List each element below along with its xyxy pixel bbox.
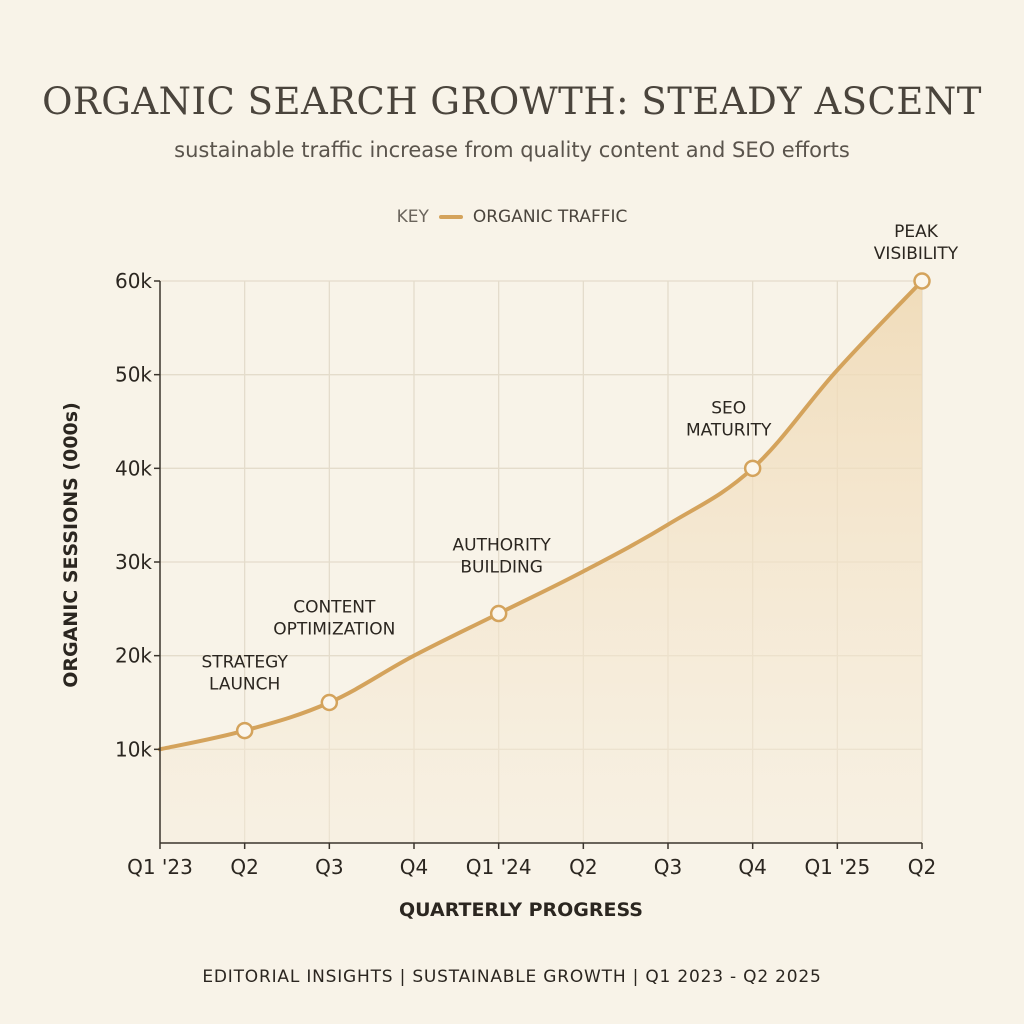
series-line [158, 279, 924, 752]
annotation-label: CONTENT OPTIMIZATION [273, 598, 395, 640]
chart-subtitle: sustainable traffic increase from qualit… [174, 138, 850, 162]
y-tick-label: 40k [115, 456, 152, 480]
chart-title: ORGANIC SEARCH GROWTH: STEADY ASCENT [42, 80, 982, 123]
x-tick-label: Q1 '24 [466, 855, 532, 879]
annotation-label: PEAK VISIBILITY [874, 222, 959, 264]
x-tick-label: Q3 [315, 855, 343, 879]
x-tick-label: Q2 [908, 855, 936, 879]
annotation-label: AUTHORITY BUILDING [453, 536, 552, 578]
x-tick-label: Q2 [230, 855, 258, 879]
legend-series-label: ORGANIC TRAFFIC [472, 207, 628, 227]
data-point-marker [743, 459, 762, 478]
x-tick-label: Q4 [400, 855, 428, 879]
legend-swatch [438, 215, 463, 219]
data-point-marker [235, 721, 254, 740]
x-tick-label: Q1 '25 [804, 855, 870, 879]
data-point-marker [489, 604, 508, 623]
y-tick-label: 50k [115, 363, 152, 387]
x-axis-title: QUARTERLY PROGRESS [399, 899, 643, 921]
x-tick-label: Q4 [738, 855, 766, 879]
annotation-label: SEO MATURITY [686, 398, 772, 440]
legend-key-label: KEY [396, 207, 429, 227]
x-tick-label: Q1 '23 [127, 855, 193, 879]
annotation-label: STRATEGY LAUNCH [201, 653, 288, 695]
x-tick-label: Q3 [654, 855, 682, 879]
y-axis-title: ORGANIC SESSIONS (000s) [60, 402, 82, 688]
legend: KEY ORGANIC TRAFFIC [0, 207, 1024, 227]
footer-caption: EDITORIAL INSIGHTS | SUSTAINABLE GROWTH … [202, 967, 822, 987]
x-tick-label: Q2 [569, 855, 597, 879]
data-point-marker [320, 693, 339, 712]
y-tick-label: 60k [115, 269, 152, 293]
y-tick-label: 10k [115, 737, 152, 761]
y-tick-label: 30k [115, 550, 152, 574]
data-point-marker [913, 272, 931, 290]
area-fill [160, 281, 922, 843]
y-tick-label: 20k [115, 644, 152, 668]
